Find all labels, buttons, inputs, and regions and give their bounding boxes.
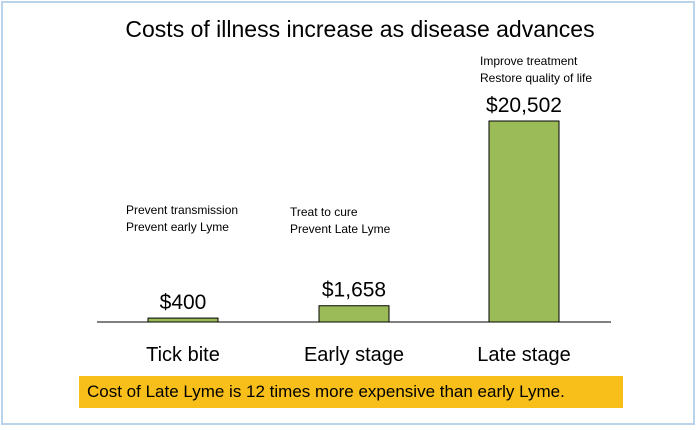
- bar-2: [318, 305, 390, 323]
- annotation-3-line-1: Improve treatment: [480, 54, 578, 68]
- value-label-1: $400: [160, 291, 207, 314]
- value-label-3: $20,502: [486, 94, 562, 117]
- slide-frame: [1, 1, 695, 425]
- annotation-1-line-2: Prevent early Lyme: [126, 220, 229, 234]
- bar-3: [488, 120, 560, 323]
- annotation-2-line-2: Prevent Late Lyme: [290, 222, 391, 236]
- value-label-2: $1,658: [322, 279, 386, 302]
- category-label-1: Tick bite: [146, 344, 220, 366]
- bar-1: [147, 317, 219, 323]
- chart-marks: $400 Tick bite Prevent transmission Prevent…: [97, 54, 611, 366]
- annotation-3-line-2: Restore quality of life: [480, 71, 592, 85]
- annotation-2-line-1: Treat to cure: [290, 205, 358, 219]
- category-label-3: Late stage: [477, 344, 570, 366]
- annotation-1-line-1: Prevent transmission: [126, 203, 238, 217]
- category-label-2: Early stage: [304, 344, 404, 366]
- chart-title: Costs of illness increase as disease adv…: [125, 16, 594, 42]
- footer-callout: Cost of Late Lyme is 12 times more expen…: [79, 376, 623, 408]
